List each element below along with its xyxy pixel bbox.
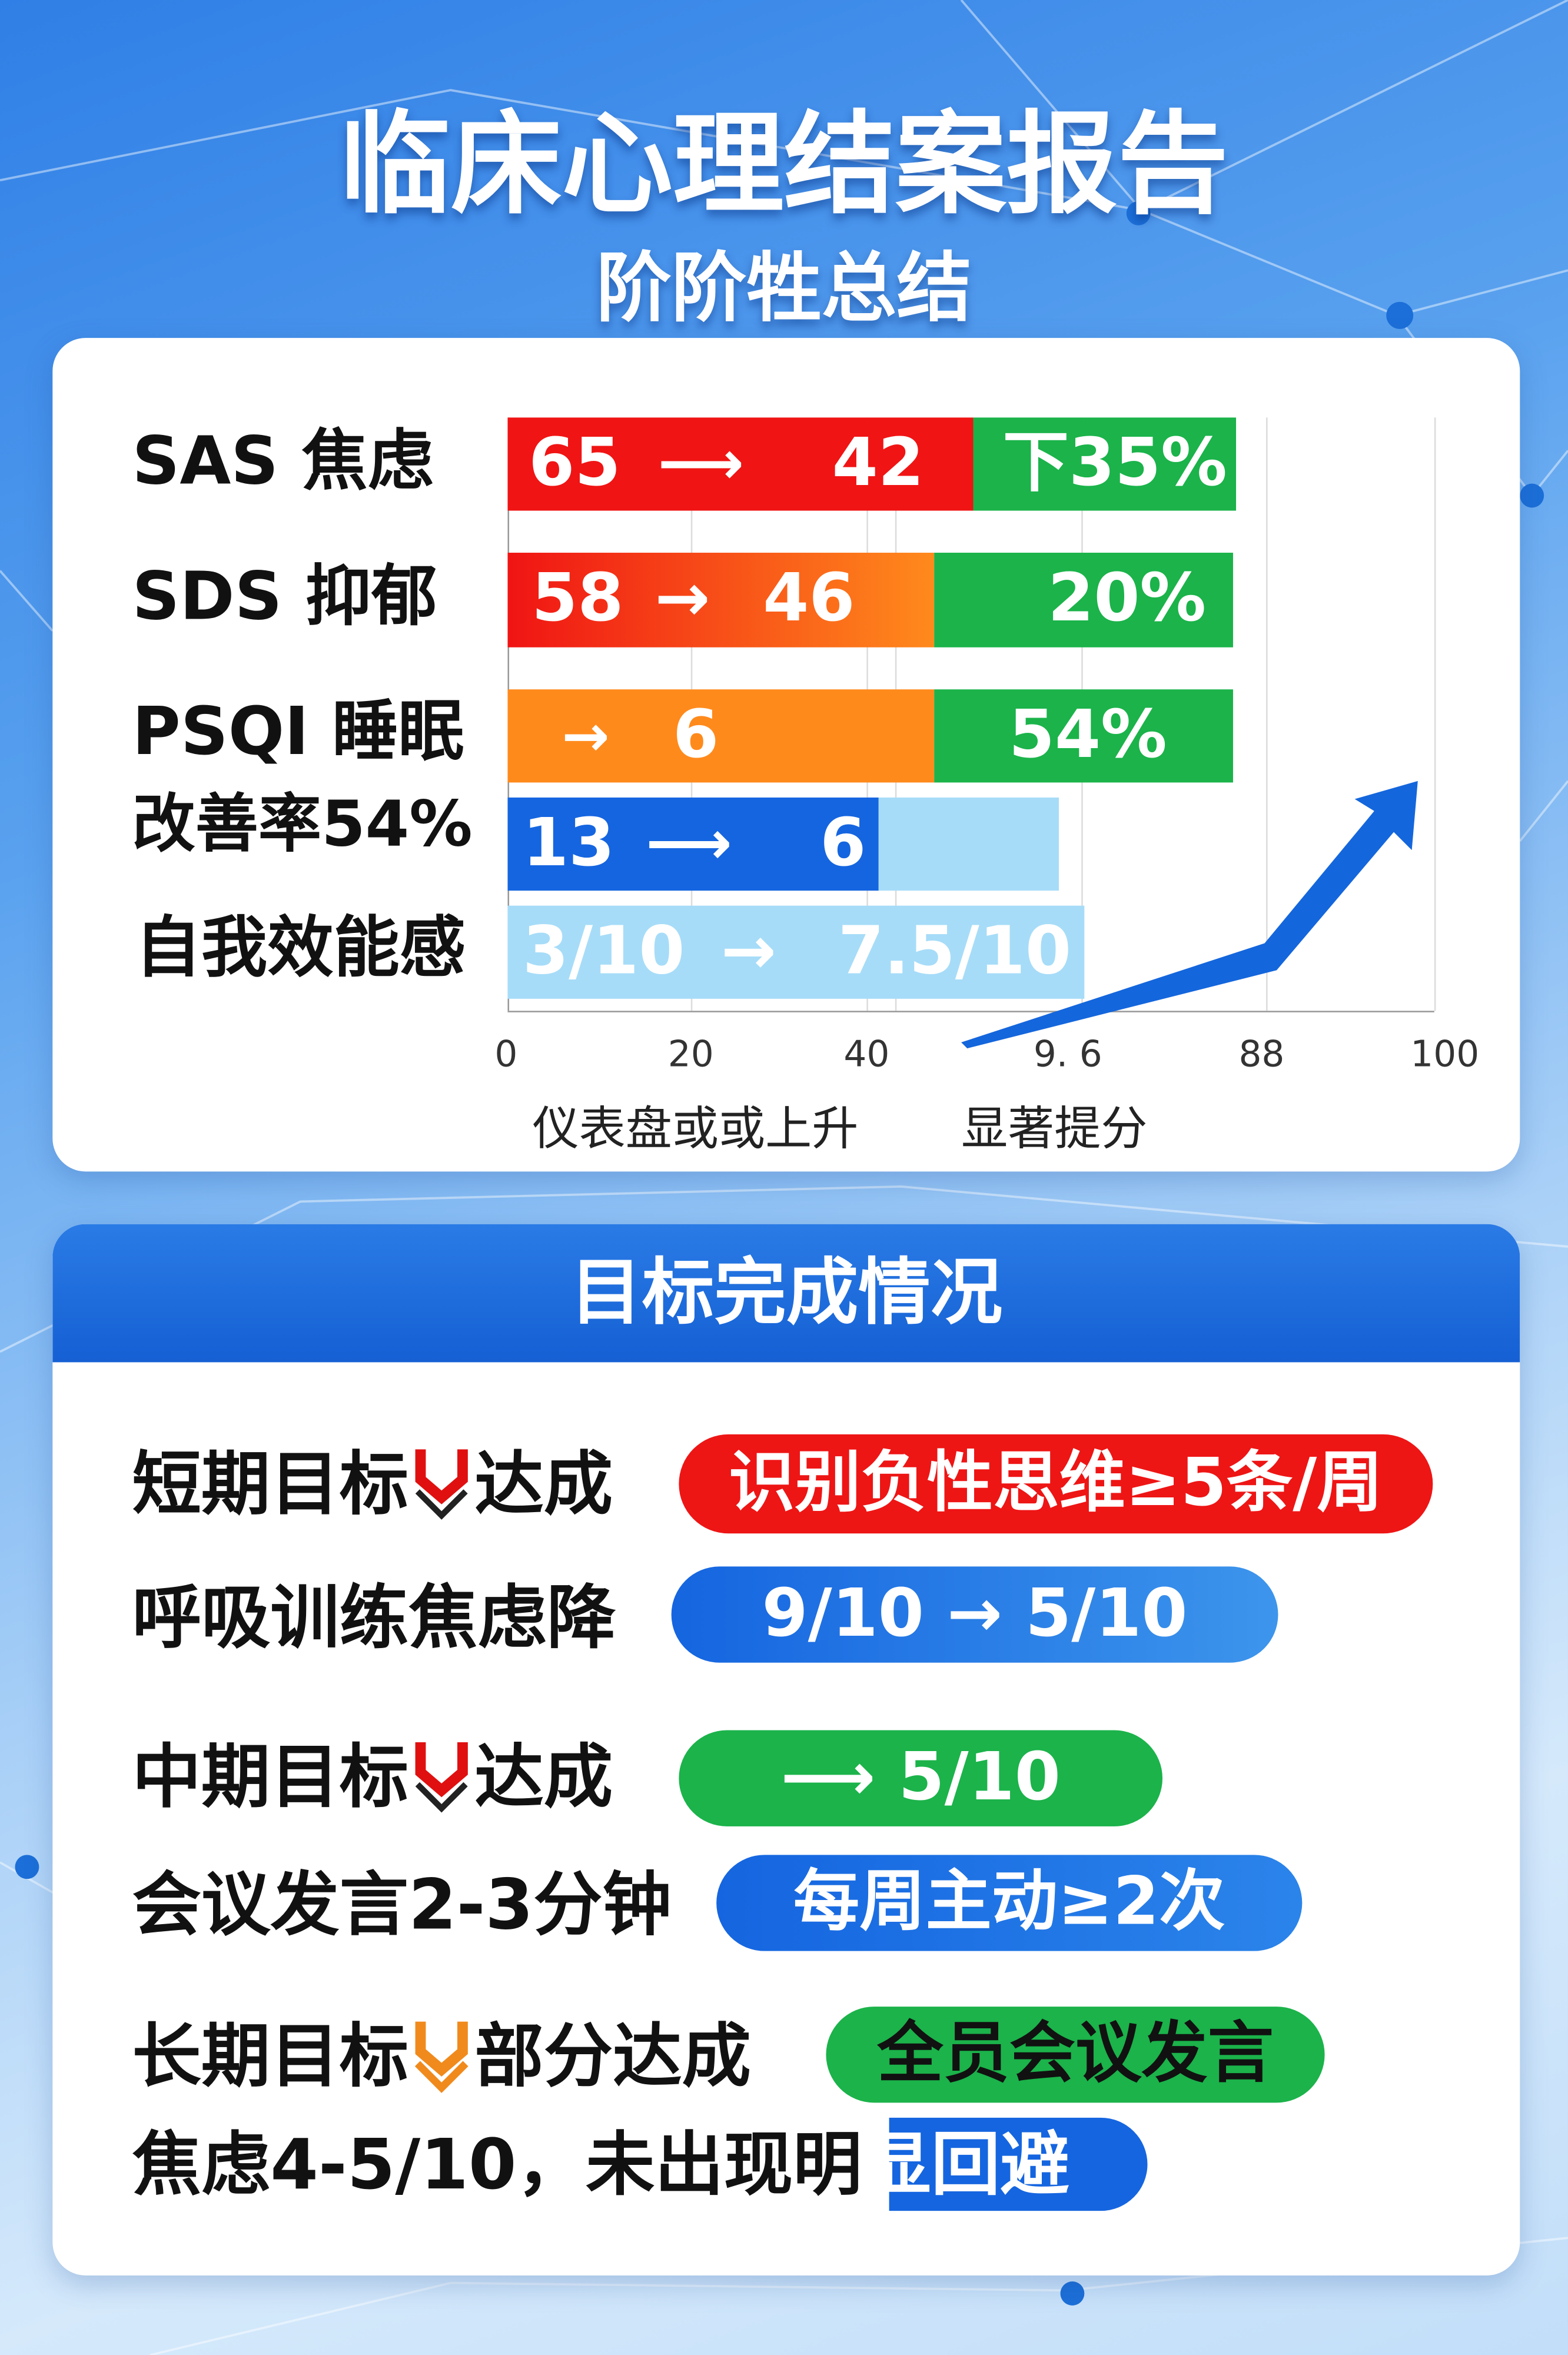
psqi-change-bar: 54% xyxy=(934,689,1233,783)
check-v-icon xyxy=(414,2021,469,2093)
sds-score-bar: 58 → 46 xyxy=(507,553,935,647)
mid-term-goal: 中期目标 达成 xyxy=(132,1739,613,1815)
chart-caption: 仪表盘或或上升 xyxy=(532,1102,859,1157)
tick-label: 0 xyxy=(494,1033,518,1076)
row-label-improvement: 改善率54% xyxy=(132,787,473,861)
sas-score-bar: 65 ⟶ 42 xyxy=(507,417,974,511)
breathing-goal: 呼吸训练焦虑降 xyxy=(132,1577,616,1659)
arrow-right-icon: → xyxy=(720,913,776,990)
x-axis xyxy=(507,1011,1434,1012)
arrow-right-icon: → xyxy=(562,703,610,769)
psqi-to: 6 xyxy=(673,696,719,774)
tick-label: 20 xyxy=(667,1033,714,1076)
sas-change-bar: 下35% xyxy=(973,417,1237,511)
row-label-psqi: PSQI 睡眠 xyxy=(132,693,464,771)
short-term-label: 短期目标 xyxy=(132,1443,409,1524)
meeting-pill: 每周主动≥2次 xyxy=(716,1855,1303,1951)
breathing-pill: 9/10 → 5/10 xyxy=(671,1566,1278,1663)
trend-up-arrow-icon xyxy=(961,780,1418,1049)
long-term-label: 长期目标 xyxy=(132,2015,409,2097)
anxiety-summary: 焦虑4-5/10，未出现明 显回避 xyxy=(132,2130,1069,2198)
long-term-pill: 全员会议发言 xyxy=(826,2007,1325,2103)
self-efficacy-bar: 3/10 → 7.5/10 xyxy=(507,905,1085,999)
goals-title: 目标完成情况 xyxy=(52,1224,1520,1363)
gridline xyxy=(1266,417,1268,1011)
sas-to: 42 xyxy=(832,425,924,502)
arrow-right-icon: ⟶ xyxy=(780,1739,899,1816)
breathing-to: 5/10 xyxy=(1025,1575,1188,1652)
improvement-from: 13 xyxy=(522,805,615,882)
mid-term-label: 中期目标 xyxy=(132,1736,409,1818)
arrow-right-icon: → xyxy=(947,1575,1026,1652)
sds-to: 46 xyxy=(763,560,855,637)
short-term-goal: 短期目标 达成 xyxy=(132,1446,613,1522)
long-term-status: 部分达成 xyxy=(474,2015,751,2097)
sas-from: 65 xyxy=(529,425,621,502)
page-subtitle: 阶阶牲总结 xyxy=(596,244,972,332)
improvement-to: 6 xyxy=(820,805,866,882)
anxiety-highlight: 显回避 xyxy=(862,2124,1069,2205)
mid-term-status: 达成 xyxy=(474,1736,613,1818)
short-term-status: 达成 xyxy=(474,1443,613,1524)
arrow-right-icon: ⟶ xyxy=(646,809,732,879)
sds-change-bar: 20% xyxy=(934,553,1233,647)
tick-label: 9. 6 xyxy=(1033,1033,1102,1076)
row-label-self-efficacy: 自我效能感 xyxy=(135,910,466,987)
tick-label: 88 xyxy=(1238,1033,1285,1076)
psqi-score-bar: → 6 xyxy=(507,689,935,783)
breathing-from: 9/10 xyxy=(762,1575,924,1652)
row-label-sas: SAS 焦虑 xyxy=(132,423,434,500)
improvement-bar: 13 ⟶ 6 xyxy=(507,797,879,891)
tick-label: 100 xyxy=(1410,1033,1480,1076)
meeting-goal: 会议发言2-3分钟 xyxy=(132,1864,672,1945)
check-v-icon xyxy=(415,1742,468,1813)
highlight-pill xyxy=(889,2117,1148,2211)
gridline xyxy=(1434,417,1436,1011)
long-term-goal: 长期目标 部分达成 xyxy=(132,2018,751,2094)
anxiety-text: 焦虑4-5/10，未出现明 xyxy=(132,2124,862,2205)
short-term-pill: 识别负性思维≥5条/周 xyxy=(679,1434,1433,1534)
page-title: 临床心理结案报告 xyxy=(339,100,1229,230)
self-efficacy-to: 7.5/10 xyxy=(838,913,1072,990)
arrow-right-icon: → xyxy=(655,560,710,637)
mid-term-value: 5/10 xyxy=(898,1739,1061,1816)
check-v-icon xyxy=(415,1449,468,1520)
self-efficacy-from: 3/10 xyxy=(522,913,685,990)
sds-from: 58 xyxy=(531,560,624,637)
tick-label: 40 xyxy=(843,1033,890,1076)
improvement-remainder-bar xyxy=(878,797,1059,891)
chart-caption: 显著提分 xyxy=(961,1102,1148,1157)
mid-term-pill: ⟶ 5/10 xyxy=(679,1730,1163,1826)
row-label-sds: SDS 抑郁 xyxy=(132,559,438,636)
arrow-right-icon: ⟶ xyxy=(657,429,744,499)
